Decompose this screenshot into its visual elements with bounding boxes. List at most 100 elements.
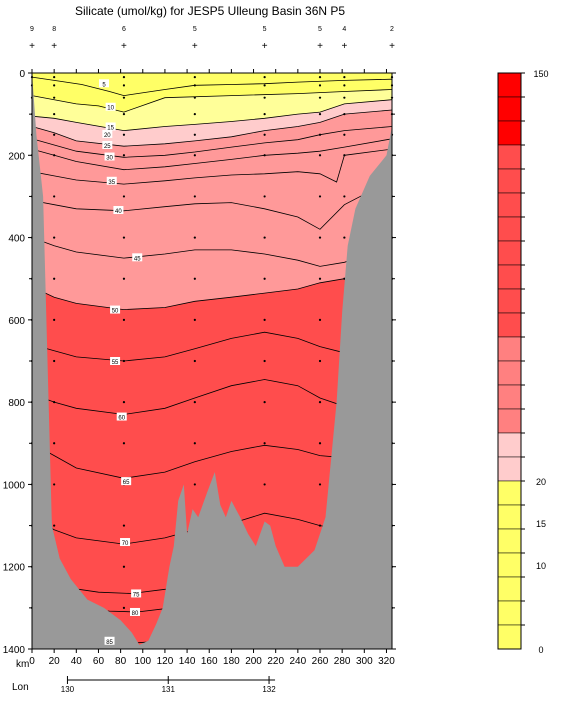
contour-line — [31, 76, 393, 97]
station-mark: + — [121, 41, 127, 52]
sample-point — [263, 154, 266, 157]
lon-tick-label: 131 — [162, 685, 176, 694]
contour-line — [31, 274, 393, 311]
sample-point — [53, 359, 56, 363]
station-mark: + — [389, 41, 395, 52]
contour-label: 10 — [107, 106, 114, 112]
x-tick-label: 120 — [157, 656, 174, 667]
contour-label: 15 — [107, 125, 114, 131]
contour-line — [31, 109, 393, 147]
station-mark: + — [192, 41, 198, 52]
sample-point — [193, 401, 196, 404]
sample-point — [193, 84, 196, 87]
colorbar-bin — [497, 240, 522, 266]
colorbar-bin — [497, 144, 522, 170]
contour-line — [31, 138, 393, 171]
x-tick-label: 140 — [179, 656, 196, 667]
y-tick-label: 200 — [8, 151, 25, 162]
colorbar-bin — [497, 336, 522, 362]
band-0-10 — [32, 73, 392, 113]
contour-label-bg — [116, 412, 127, 421]
x-tick-label: 320 — [378, 656, 395, 667]
sample-point — [122, 154, 126, 157]
sample-point — [122, 133, 126, 136]
sample-point — [343, 195, 346, 198]
x-axis-label: km — [16, 659, 29, 670]
sample-point — [318, 195, 322, 198]
contour-label-bg — [110, 357, 121, 365]
colorbar-bin — [497, 168, 522, 194]
sample-point — [318, 359, 322, 363]
lon-axis-label: Lon — [12, 682, 29, 693]
contour-label-bg — [130, 607, 141, 616]
contour-label: 65 — [123, 480, 130, 486]
lon-tick-label: 130 — [61, 685, 75, 694]
contour-line — [31, 148, 393, 185]
contour-label-bg — [106, 176, 117, 185]
contour-label-bg — [105, 102, 116, 111]
sample-point — [53, 318, 56, 321]
contour-label-bg — [104, 152, 115, 161]
sample-point — [263, 401, 266, 404]
contour-label-bg — [132, 253, 143, 262]
station-label: 5 — [193, 26, 197, 33]
colorbar-bin — [497, 360, 522, 386]
sample-point — [122, 318, 126, 321]
sample-point — [53, 483, 56, 486]
sample-point — [122, 236, 126, 239]
bottom-topography — [32, 73, 392, 649]
contour-label: 55 — [112, 360, 119, 366]
sample-point — [263, 76, 266, 79]
contour-fills — [32, 73, 392, 649]
x-tick-label: 0 — [29, 656, 35, 667]
contour-line — [31, 126, 393, 158]
station-mark: + — [317, 41, 323, 52]
x-tick-label: 280 — [334, 656, 351, 667]
contour-label: 50 — [112, 309, 119, 315]
sample-point — [53, 236, 56, 239]
station-label: 9 — [30, 26, 34, 33]
contour-label-bg — [113, 206, 124, 215]
sample-point — [122, 606, 126, 609]
contour-label-bg — [105, 122, 116, 131]
station-marks: + + + + + + + + — [29, 41, 395, 52]
contour-label: 45 — [134, 256, 141, 262]
sample-point — [193, 359, 196, 363]
sample-point — [263, 236, 266, 239]
colorbar-bin — [497, 624, 522, 650]
sample-point — [318, 483, 322, 486]
colorbar-bin — [497, 96, 522, 122]
sample-point — [122, 76, 126, 79]
station-label: 5 — [263, 26, 267, 33]
sample-point — [318, 113, 322, 116]
sample-point — [122, 84, 126, 87]
sample-point — [193, 277, 196, 280]
contour-label: 80 — [132, 611, 139, 617]
sample-point — [263, 133, 266, 136]
sample-point — [318, 154, 322, 157]
colorbar-frame — [497, 72, 522, 650]
contour-label: 25 — [104, 144, 111, 150]
contour-label: 85 — [106, 640, 113, 646]
station-mark: + — [29, 41, 35, 52]
contour-label: 30 — [106, 156, 113, 162]
x-axis: 0 20 40 60 80 100 120 140 160 180 200 220 240 260 280 3… — [29, 69, 395, 667]
contour-line — [31, 99, 393, 132]
colorbar-bin — [497, 432, 522, 458]
sample-point — [122, 565, 126, 568]
contour-line — [31, 379, 393, 415]
colorbar-bin — [497, 264, 522, 290]
x-tick-label: 40 — [71, 656, 83, 667]
x-tick-label: 300 — [356, 656, 373, 667]
colorbar-tick-label: 20 — [536, 477, 546, 487]
sample-point — [53, 154, 56, 157]
y-tick-label: 0 — [19, 69, 25, 80]
sample-point — [122, 401, 126, 404]
sample-point — [318, 236, 322, 239]
y-tick-label: 1000 — [3, 480, 26, 491]
y-tick-label: 1400 — [3, 645, 26, 656]
sample-point — [263, 483, 266, 486]
sample-point — [318, 442, 322, 445]
y-tick-label: 1200 — [3, 563, 26, 574]
sample-point — [122, 113, 126, 116]
